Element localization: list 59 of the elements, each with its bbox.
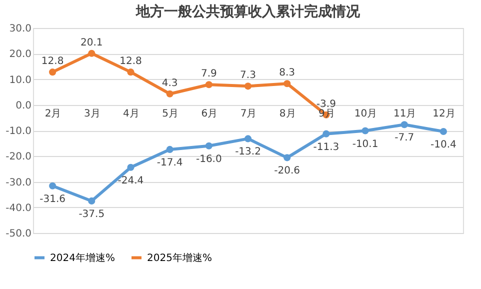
data-label: -7.7: [394, 132, 414, 144]
x-tick-label: 11月: [393, 108, 416, 120]
point: [127, 68, 134, 76]
point: [166, 90, 174, 98]
y-tick-label: -20.0: [6, 152, 32, 163]
x-tick-label: 5月: [162, 108, 179, 120]
data-label: -16.0: [196, 154, 222, 165]
point: [284, 154, 291, 162]
x-tick-label: 6月: [201, 108, 218, 120]
point: [362, 127, 369, 134]
data-label: -11.3: [313, 142, 340, 153]
y-tick-label: -40.0: [6, 202, 32, 214]
point: [244, 135, 252, 142]
point: [49, 182, 56, 190]
data-label: 8.3: [279, 68, 296, 79]
point: [205, 81, 212, 88]
y-tick-label: -50.0: [6, 228, 32, 240]
data-label: 7.3: [240, 70, 256, 82]
data-label: -10.1: [352, 138, 378, 150]
point: [322, 130, 330, 138]
point: [127, 164, 134, 171]
data-label: -10.4: [430, 140, 456, 151]
data-label: -13.2: [235, 146, 261, 158]
y-tick-label: 0.0: [16, 100, 32, 112]
data-label: -3.9: [316, 98, 336, 110]
point: [205, 142, 212, 150]
y-tick-label: -10.0: [6, 126, 32, 137]
data-label: 7.9: [200, 68, 217, 80]
x-tick-label: 3月: [84, 108, 100, 120]
point: [49, 68, 56, 76]
data-label: -37.5: [78, 208, 105, 220]
data-label: -20.6: [274, 166, 300, 177]
data-label: -31.6: [40, 194, 66, 205]
x-tick-label: 10月: [354, 108, 378, 120]
point: [400, 121, 408, 128]
data-label: 12.8: [41, 56, 64, 68]
x-tick-label: 12月: [432, 108, 456, 120]
point: [166, 146, 174, 153]
x-tick-label: 2月: [44, 108, 62, 120]
data-label: -24.4: [118, 175, 144, 186]
y-tick-label: 20.0: [9, 49, 32, 60]
point: [440, 128, 447, 136]
x-tick-label: 4月: [123, 108, 140, 120]
chart-title: 地方一般公共预算收入累计完成情况: [135, 3, 361, 20]
point: [88, 197, 96, 204]
point: [244, 82, 252, 90]
x-tick-label: 8月: [279, 108, 296, 120]
legend-label: 2025年增速%: [147, 252, 212, 264]
legend-label: 2024年增速%: [50, 252, 115, 264]
y-tick-label: 10.0: [9, 74, 32, 86]
x-tick-label: 7月: [240, 108, 257, 120]
point: [88, 50, 96, 57]
data-label: 20.1: [80, 37, 103, 48]
y-tick-label: 30.0: [9, 24, 32, 34]
data-label: -17.4: [156, 157, 183, 168]
y-tick-label: -30.0: [6, 177, 32, 188]
point: [284, 80, 291, 88]
data-label: 12.8: [120, 56, 142, 68]
data-label: 4.3: [162, 78, 178, 89]
